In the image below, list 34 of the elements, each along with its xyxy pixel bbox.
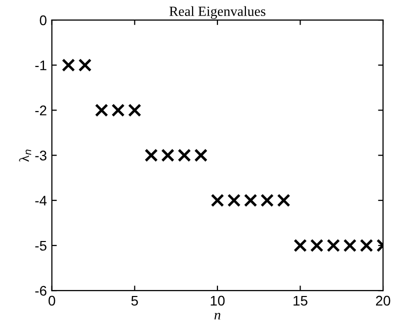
- point: [144, 148, 158, 162]
- point: [343, 238, 357, 252]
- point: [128, 104, 142, 117]
- point: [62, 58, 76, 72]
- point: [111, 104, 125, 117]
- point: [227, 194, 241, 208]
- point: [326, 238, 340, 252]
- point: [244, 194, 258, 208]
- point: [178, 148, 191, 162]
- point: [194, 148, 208, 162]
- x-tick-label: 20: [376, 296, 390, 306]
- point: [161, 148, 174, 162]
- y-tick-label: -4: [35, 196, 47, 206]
- point: [78, 58, 92, 72]
- y-tick-label: -2: [35, 106, 46, 116]
- point: [277, 194, 290, 208]
- y-tick-label: -5: [35, 240, 46, 251]
- x-tick-label: 0: [48, 296, 56, 306]
- point: [210, 194, 224, 208]
- y-tick-label: -6: [35, 286, 46, 296]
- point: [294, 238, 307, 252]
- x-tick-label: 5: [131, 296, 138, 306]
- y-tick-label: -3: [35, 150, 46, 160]
- point: [310, 238, 324, 252]
- y-axis-title: λ$_{n}$: [19, 150, 32, 162]
- y-tick-label: 0: [40, 15, 46, 26]
- x-tick-label: 15: [294, 296, 308, 306]
- x-axis-title: n: [214, 312, 220, 320]
- y-tick-label: -1: [35, 60, 46, 70]
- point: [360, 238, 374, 252]
- chart-title: Real Eigenvalues: [169, 6, 266, 19]
- point: [260, 194, 274, 208]
- x-tick-label: 10: [210, 296, 225, 306]
- point: [94, 104, 108, 117]
